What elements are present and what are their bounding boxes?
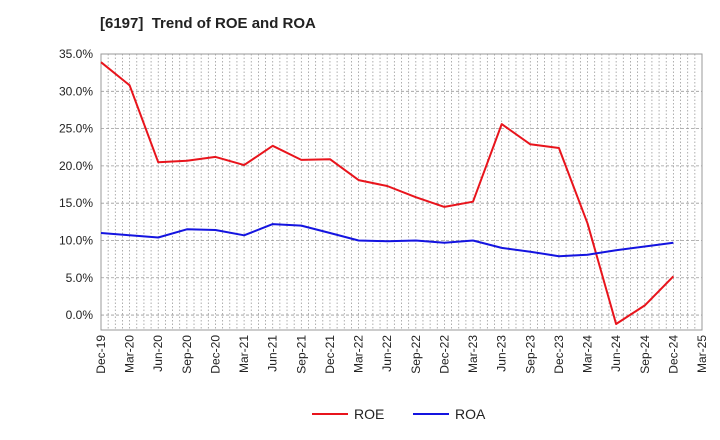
x-tick-label: Mar-22 — [352, 335, 366, 373]
y-tick-label: 15.0% — [59, 196, 93, 210]
x-tick-label: Sep-22 — [409, 335, 423, 374]
x-tick-label: Dec-22 — [437, 335, 451, 374]
legend-label-roa: ROA — [455, 406, 486, 422]
y-tick-label: 30.0% — [59, 84, 93, 98]
legend-label-roe: ROE — [354, 406, 384, 422]
y-tick-label: 5.0% — [66, 271, 94, 285]
x-tick-label: Jun-20 — [151, 335, 165, 372]
x-tick-label: Dec-19 — [94, 335, 108, 374]
y-tick-label: 10.0% — [59, 233, 93, 247]
x-tick-label: Sep-23 — [523, 335, 537, 374]
x-tick-label: Jun-21 — [266, 335, 280, 372]
x-tick-label: Mar-21 — [237, 335, 251, 373]
x-tick-label: Dec-20 — [208, 335, 222, 374]
x-tick-label: Dec-23 — [552, 335, 566, 374]
x-tick-label: Sep-20 — [180, 335, 194, 374]
series-line-roe — [100, 61, 675, 325]
x-tick-label: Jun-23 — [495, 335, 509, 372]
chart-title: [6197] Trend of ROE and ROA — [100, 15, 316, 32]
y-tick-label: 20.0% — [59, 159, 93, 173]
x-tick-label: Mar-25 — [695, 335, 709, 373]
x-tick-label: Dec-24 — [666, 335, 680, 374]
x-tick-label: Mar-24 — [581, 335, 595, 373]
x-tick-label: Sep-24 — [638, 335, 652, 374]
x-tick-label: Jun-24 — [609, 335, 623, 372]
y-tick-label: 35.0% — [59, 47, 93, 61]
y-tick-label: 0.0% — [66, 308, 94, 322]
x-tick-label: Jun-22 — [380, 335, 394, 372]
x-tick-label: Sep-21 — [294, 335, 308, 374]
series-line-roa — [100, 223, 674, 258]
x-tick-label: Mar-23 — [466, 335, 480, 373]
x-tick-label: Mar-20 — [123, 335, 137, 373]
x-tick-label: Dec-21 — [323, 335, 337, 374]
y-tick-label: 25.0% — [59, 122, 93, 136]
